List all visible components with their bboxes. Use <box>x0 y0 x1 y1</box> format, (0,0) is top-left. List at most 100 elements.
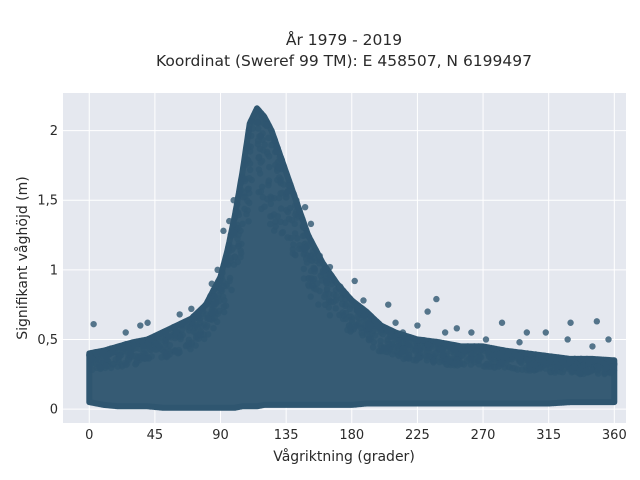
data-point <box>377 337 384 345</box>
chart-title-line-2: Koordinat (Sweref 99 TM): E 458507, N 61… <box>156 52 532 70</box>
data-point <box>292 252 299 259</box>
data-point <box>266 163 273 171</box>
data-point <box>278 164 285 171</box>
x-axis-ticks: 0 45 90 135 180 225 270 315 360 <box>85 428 627 443</box>
data-point <box>399 329 407 336</box>
data-point <box>601 370 608 378</box>
data-point <box>163 353 171 361</box>
data-point <box>230 244 237 252</box>
data-point <box>273 144 280 151</box>
data-point <box>332 305 339 312</box>
data-point <box>162 341 169 348</box>
data-point <box>291 230 299 237</box>
data-point <box>293 197 300 204</box>
y-tick-label: 0,5 <box>37 333 58 348</box>
data-point <box>361 322 368 329</box>
data-point <box>278 230 285 237</box>
data-point <box>226 217 233 225</box>
data-point <box>327 298 335 305</box>
data-point <box>90 320 97 328</box>
data-point <box>333 292 340 300</box>
data-point <box>392 319 399 326</box>
y-axis-title: Signifikant våghöjd (m) <box>14 176 31 339</box>
data-point <box>346 322 353 329</box>
data-point <box>405 340 412 347</box>
data-point <box>239 220 246 227</box>
data-point <box>301 203 309 211</box>
data-point <box>118 361 125 369</box>
data-point <box>433 295 440 303</box>
data-point <box>243 156 251 163</box>
data-point <box>326 263 334 271</box>
data-point <box>186 324 194 331</box>
data-point <box>122 361 130 369</box>
data-point <box>467 361 475 368</box>
y-tick-label: 0 <box>50 403 58 418</box>
data-point <box>300 265 307 273</box>
data-point <box>203 324 210 331</box>
data-point <box>228 286 235 294</box>
data-point <box>171 334 179 342</box>
data-point <box>523 356 530 364</box>
data-point <box>369 344 377 351</box>
data-point <box>193 335 200 342</box>
data-point <box>577 355 584 363</box>
data-point <box>412 347 419 355</box>
data-point <box>475 357 482 364</box>
data-point <box>95 359 102 366</box>
data-point <box>268 195 275 202</box>
data-point <box>508 356 515 363</box>
data-point <box>399 345 407 352</box>
data-point <box>340 312 347 319</box>
data-point <box>316 252 323 260</box>
data-point <box>523 329 531 336</box>
data-point <box>550 364 557 371</box>
data-point <box>499 353 506 360</box>
data-point <box>465 345 472 353</box>
data-point <box>498 319 506 326</box>
data-point <box>354 307 361 315</box>
data-point <box>230 197 237 204</box>
x-tick-label: 270 <box>471 428 496 443</box>
data-point <box>208 280 215 287</box>
data-point <box>587 368 595 375</box>
data-point <box>430 357 437 364</box>
data-point <box>137 322 144 329</box>
data-point <box>165 333 172 340</box>
data-point <box>542 329 549 336</box>
data-point <box>385 340 392 348</box>
data-point <box>321 293 328 301</box>
data-point <box>86 351 93 359</box>
x-tick-label: 45 <box>147 428 164 443</box>
data-point <box>511 365 518 372</box>
data-point <box>147 336 155 343</box>
data-points <box>86 105 618 411</box>
data-point <box>272 218 279 225</box>
data-point <box>366 321 374 328</box>
data-point <box>377 327 384 334</box>
data-point <box>220 303 227 310</box>
x-tick-label: 135 <box>274 428 299 443</box>
data-point <box>307 220 315 228</box>
data-point <box>313 286 320 293</box>
data-point <box>576 370 584 378</box>
data-point <box>232 208 239 216</box>
data-point <box>261 141 268 148</box>
data-point <box>564 336 571 343</box>
data-point <box>603 364 610 371</box>
data-point <box>424 308 431 315</box>
data-point <box>197 314 204 322</box>
data-point <box>387 333 395 340</box>
data-point <box>307 293 314 300</box>
data-point <box>237 227 244 234</box>
data-point <box>610 363 617 370</box>
data-point <box>307 238 314 245</box>
data-point <box>542 365 549 372</box>
data-point <box>524 350 531 357</box>
data-point <box>265 182 272 189</box>
data-point <box>371 316 378 324</box>
data-point <box>596 364 603 371</box>
data-point <box>173 328 180 335</box>
data-point <box>192 329 200 337</box>
data-point <box>439 352 446 359</box>
